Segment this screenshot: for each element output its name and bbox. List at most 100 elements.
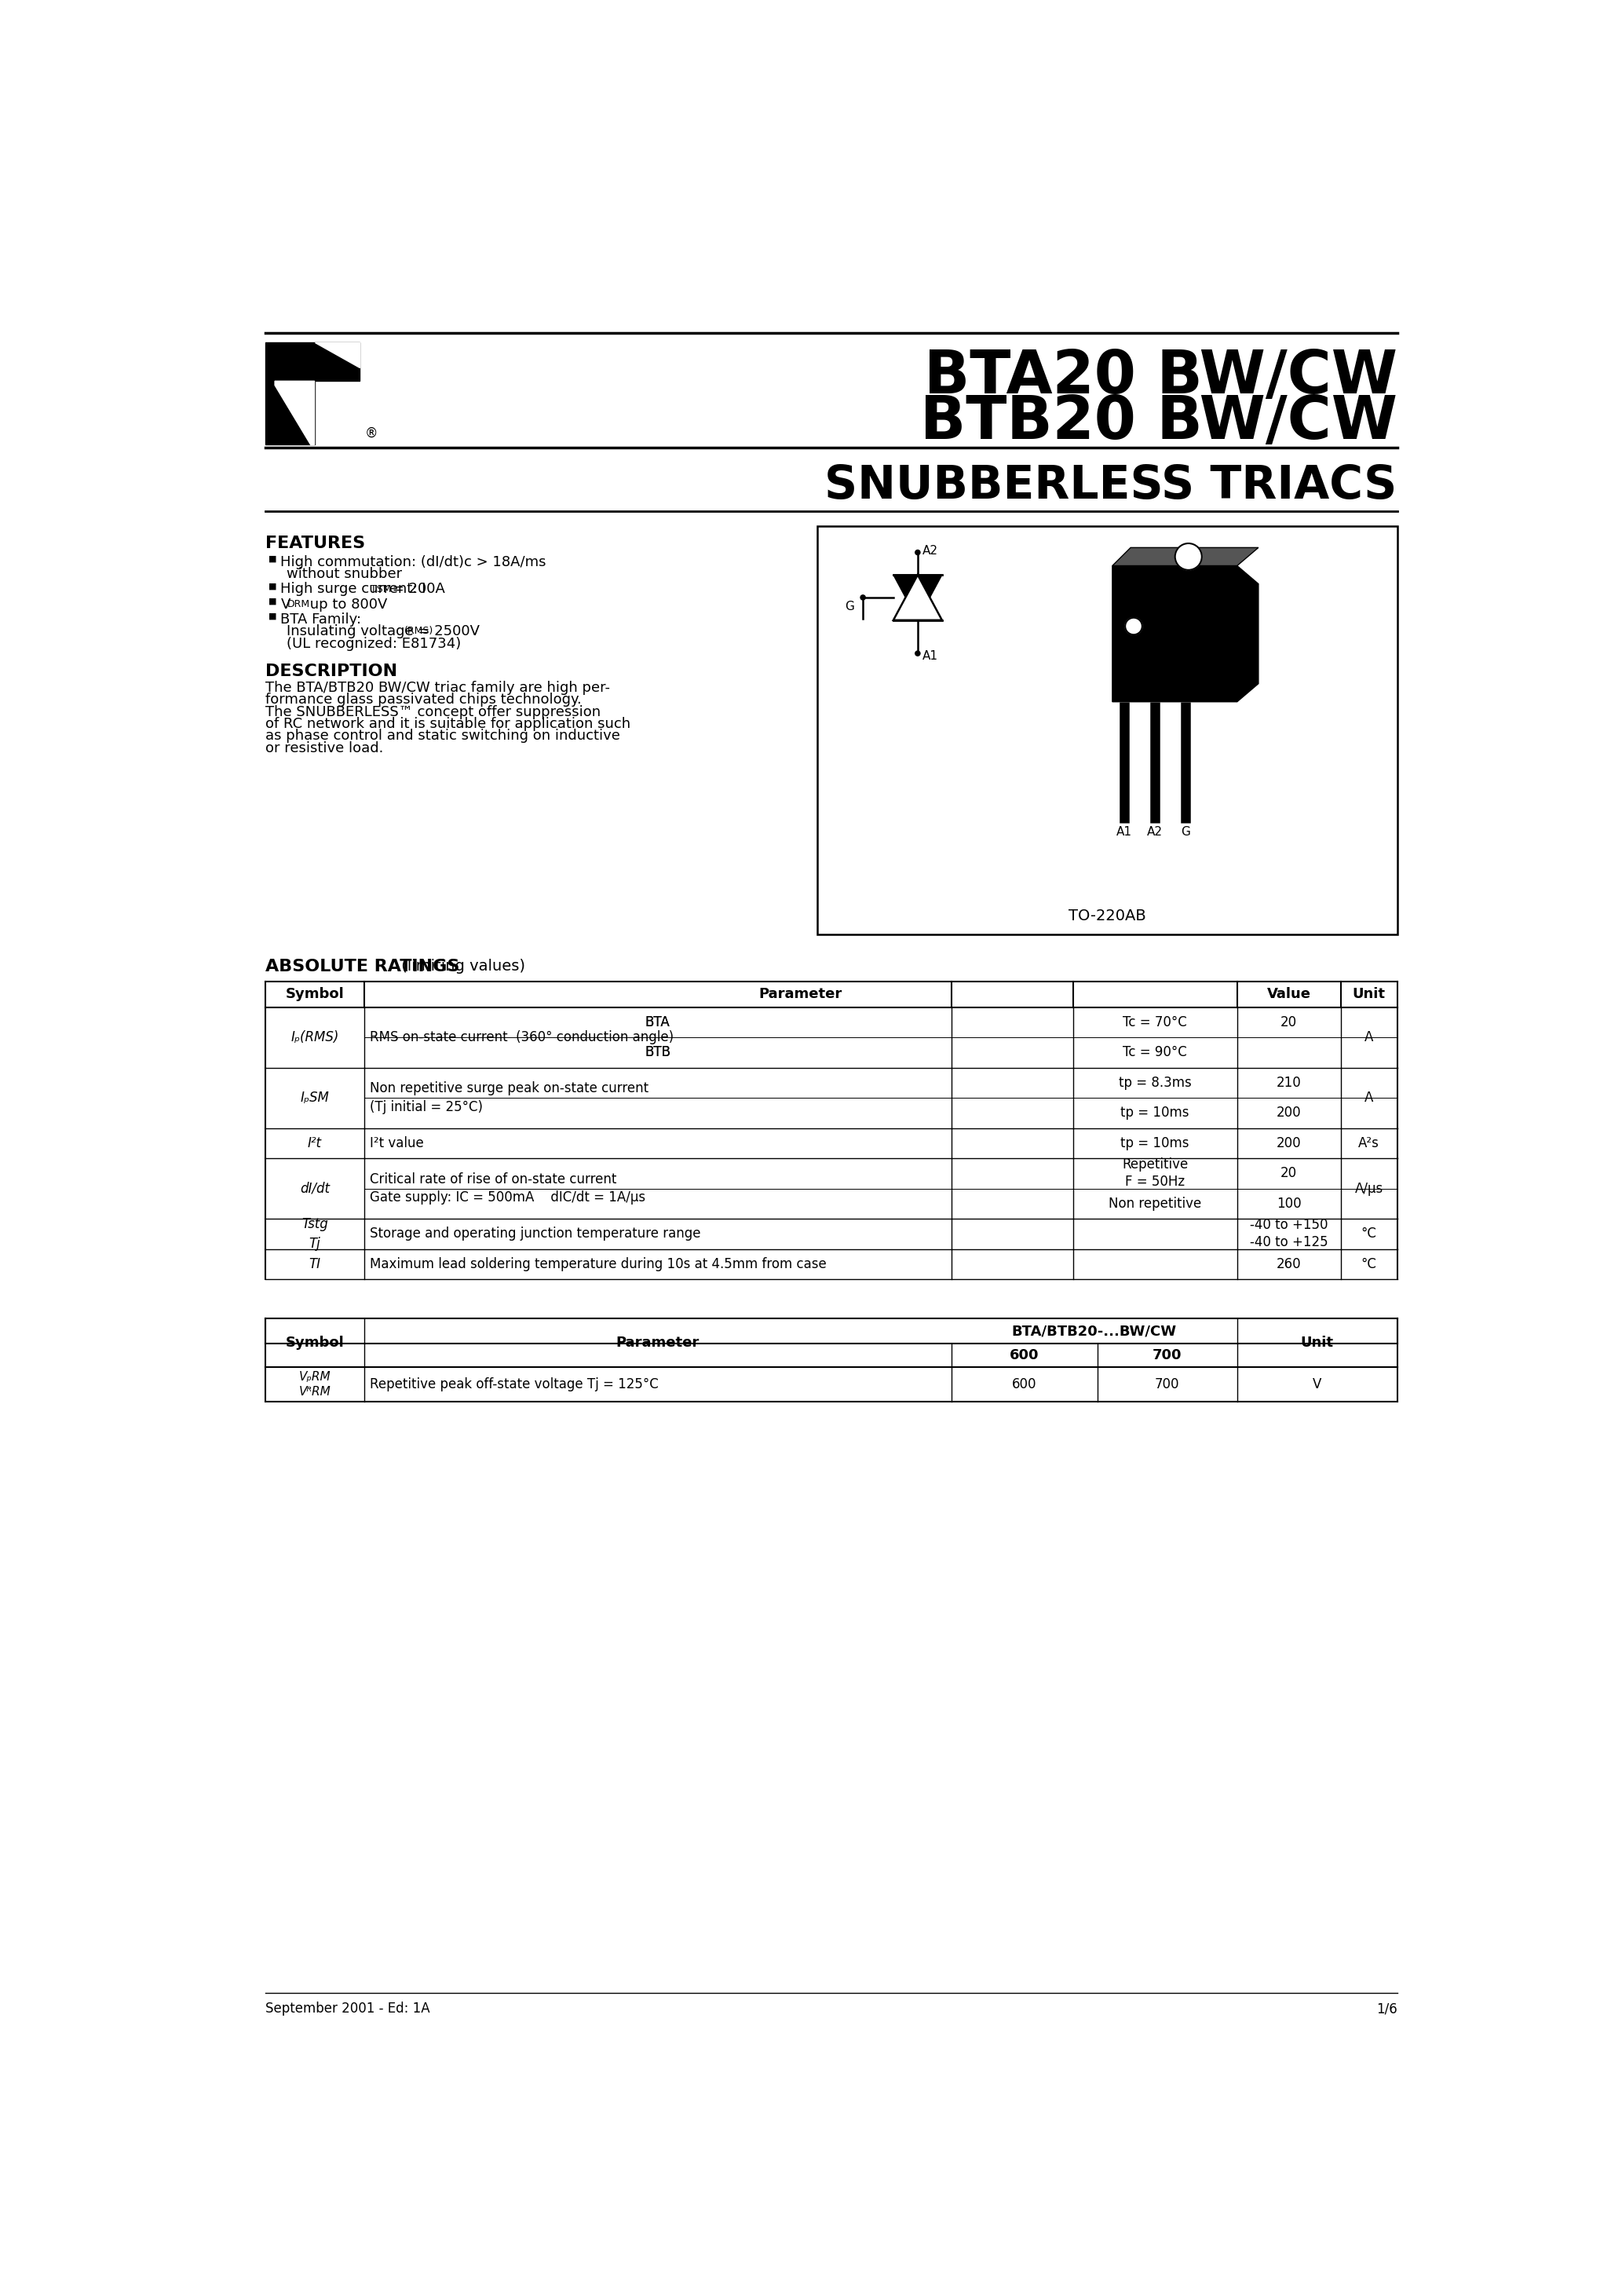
- Text: Iₚ(RMS): Iₚ(RMS): [290, 1031, 339, 1045]
- Text: G: G: [845, 602, 855, 613]
- Text: 200: 200: [1277, 1107, 1301, 1120]
- Text: BTB: BTB: [644, 1045, 670, 1058]
- Text: V: V: [1312, 1378, 1322, 1391]
- Text: Symbol: Symbol: [285, 1336, 344, 1350]
- Text: A²s: A²s: [1358, 1137, 1379, 1150]
- Circle shape: [915, 652, 920, 657]
- Text: V: V: [281, 597, 290, 611]
- Text: 700: 700: [1155, 1378, 1179, 1391]
- Text: Repetitive
F = 50Hz: Repetitive F = 50Hz: [1122, 1157, 1187, 1189]
- Text: ■: ■: [269, 583, 277, 590]
- Text: A: A: [1364, 1031, 1374, 1045]
- Polygon shape: [1113, 549, 1259, 565]
- Text: of RC network and it is suitable for application such: of RC network and it is suitable for app…: [266, 716, 631, 730]
- Polygon shape: [1113, 565, 1259, 703]
- Text: I²t: I²t: [308, 1137, 321, 1150]
- Bar: [817, 526, 1397, 934]
- Text: 20: 20: [1280, 1015, 1298, 1029]
- Text: Parameter: Parameter: [759, 987, 842, 1001]
- Text: tp = 10ms: tp = 10ms: [1121, 1107, 1189, 1120]
- Text: 260: 260: [1277, 1256, 1301, 1272]
- Polygon shape: [274, 381, 315, 445]
- Text: Storage and operating junction temperature range: Storage and operating junction temperatu…: [370, 1226, 701, 1240]
- Text: High commutation: (dI/dt)c > 18A/ms: High commutation: (dI/dt)c > 18A/ms: [281, 556, 547, 569]
- Text: A1: A1: [923, 650, 938, 661]
- Text: VₚRM
VᴿRM: VₚRM VᴿRM: [298, 1371, 331, 1398]
- Text: A/μs: A/μs: [1354, 1182, 1384, 1196]
- Text: Parameter: Parameter: [616, 1336, 699, 1350]
- Text: A: A: [1364, 1091, 1374, 1104]
- Text: SNUBBERLESS TRIACS: SNUBBERLESS TRIACS: [824, 464, 1397, 507]
- Polygon shape: [266, 342, 360, 445]
- Text: Value: Value: [1267, 987, 1311, 1001]
- Text: Symbol: Symbol: [285, 987, 344, 1001]
- Text: Critical rate of rise of on-state current
Gate supply: IC = 500mA    dIC/dt = 1A: Critical rate of rise of on-state curren…: [370, 1173, 646, 1205]
- Text: The SNUBBERLESS™ concept offer suppression: The SNUBBERLESS™ concept offer suppressi…: [266, 705, 600, 719]
- Text: 100: 100: [1277, 1196, 1301, 1210]
- Text: A2: A2: [923, 544, 938, 556]
- Text: Insulating voltage = 2500V: Insulating voltage = 2500V: [287, 625, 480, 638]
- Text: tp = 8.3ms: tp = 8.3ms: [1119, 1075, 1192, 1091]
- Text: Tc = 90°C: Tc = 90°C: [1122, 1045, 1187, 1058]
- Text: IₚSM: IₚSM: [300, 1091, 329, 1104]
- Text: = 200A: = 200A: [388, 583, 444, 597]
- Text: 600: 600: [1012, 1378, 1036, 1391]
- Text: ®: ®: [365, 425, 378, 441]
- Polygon shape: [894, 574, 942, 620]
- Text: I²t value: I²t value: [370, 1137, 423, 1150]
- Text: Tstg
Tj: Tstg Tj: [302, 1217, 328, 1251]
- Text: Repetitive peak off-state voltage Tj = 125°C: Repetitive peak off-state voltage Tj = 1…: [370, 1378, 659, 1391]
- Text: Unit: Unit: [1301, 1336, 1333, 1350]
- Text: -40 to +150
-40 to +125: -40 to +150 -40 to +125: [1249, 1219, 1328, 1249]
- Text: 700: 700: [1152, 1348, 1182, 1362]
- Text: without snubber: without snubber: [287, 567, 402, 581]
- Text: TO-220AB: TO-220AB: [1069, 909, 1147, 923]
- Circle shape: [861, 595, 866, 599]
- Text: FEATURES: FEATURES: [266, 535, 365, 551]
- Text: 1/6: 1/6: [1375, 2002, 1397, 2016]
- Text: as phase control and static switching on inductive: as phase control and static switching on…: [266, 730, 620, 744]
- Text: G: G: [1181, 827, 1191, 838]
- Text: A2: A2: [1147, 827, 1163, 838]
- Text: Unit: Unit: [1353, 987, 1385, 1001]
- Text: BTA20 BW/CW: BTA20 BW/CW: [923, 349, 1397, 406]
- Circle shape: [1126, 618, 1142, 634]
- Text: BTB: BTB: [644, 1045, 670, 1058]
- Text: ■: ■: [269, 597, 277, 606]
- Text: dI/dt: dI/dt: [300, 1182, 329, 1196]
- Text: The BTA/BTB20 BW/CW triac family are high per-: The BTA/BTB20 BW/CW triac family are hig…: [266, 680, 610, 696]
- Text: 210: 210: [1277, 1075, 1301, 1091]
- Text: ABSOLUTE RATINGS: ABSOLUTE RATINGS: [266, 960, 459, 974]
- Text: BTA: BTA: [646, 1015, 670, 1029]
- Text: or resistive load.: or resistive load.: [266, 742, 383, 755]
- Text: ■: ■: [269, 613, 277, 620]
- Circle shape: [915, 551, 920, 556]
- Text: TSM: TSM: [371, 583, 391, 595]
- Text: (limiting values): (limiting values): [396, 960, 526, 974]
- Text: TI: TI: [308, 1256, 321, 1272]
- Text: °C: °C: [1361, 1256, 1377, 1272]
- Text: BTA/BTB20-...BW/CW: BTA/BTB20-...BW/CW: [1012, 1325, 1176, 1339]
- Text: RMS on-state current  (360° conduction angle): RMS on-state current (360° conduction an…: [370, 1031, 675, 1045]
- Text: Tc = 70°C: Tc = 70°C: [1122, 1015, 1187, 1029]
- Text: up to 800V: up to 800V: [305, 597, 388, 611]
- Text: tp = 10ms: tp = 10ms: [1121, 1137, 1189, 1150]
- Text: Non repetitive surge peak on-state current
(Tj initial = 25°C): Non repetitive surge peak on-state curre…: [370, 1081, 649, 1114]
- Text: 20: 20: [1280, 1166, 1298, 1180]
- Text: September 2001 - Ed: 1A: September 2001 - Ed: 1A: [266, 2002, 430, 2016]
- Text: ■: ■: [269, 556, 277, 563]
- Polygon shape: [894, 574, 942, 620]
- Text: °C: °C: [1361, 1226, 1377, 1240]
- Text: 600: 600: [1009, 1348, 1038, 1362]
- Text: BTA: BTA: [646, 1015, 670, 1029]
- Text: (RMS): (RMS): [404, 627, 433, 636]
- Text: BTA Family:: BTA Family:: [281, 613, 362, 627]
- Circle shape: [1174, 544, 1202, 569]
- Polygon shape: [315, 342, 360, 367]
- Text: DRM: DRM: [287, 599, 310, 608]
- Text: (UL recognized: E81734): (UL recognized: E81734): [287, 636, 461, 650]
- Text: formance glass passivated chips technology.: formance glass passivated chips technolo…: [266, 693, 582, 707]
- Text: 200: 200: [1277, 1137, 1301, 1150]
- Text: DESCRIPTION: DESCRIPTION: [266, 664, 397, 680]
- Text: A1: A1: [1116, 827, 1132, 838]
